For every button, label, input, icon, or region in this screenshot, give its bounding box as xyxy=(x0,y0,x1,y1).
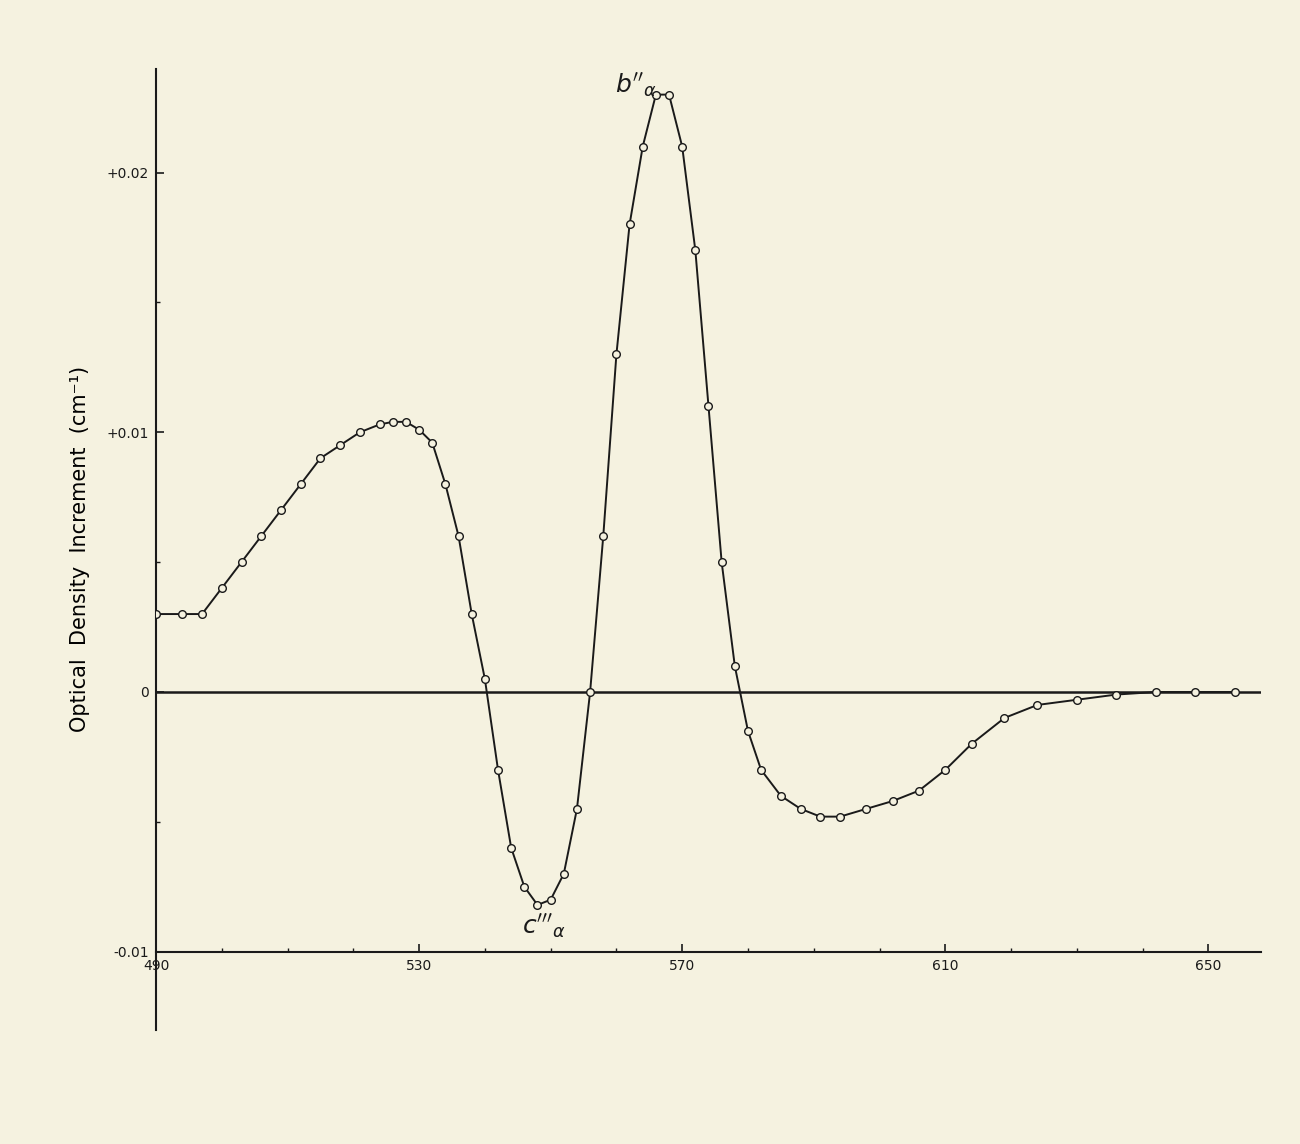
Y-axis label: Optical  Density  Increment  (cm⁻¹): Optical Density Increment (cm⁻¹) xyxy=(70,366,90,732)
Text: $b''_{\alpha}$: $b''_{\alpha}$ xyxy=(615,72,656,100)
Text: $c'''_{\alpha}$: $c'''_{\alpha}$ xyxy=(523,913,566,940)
